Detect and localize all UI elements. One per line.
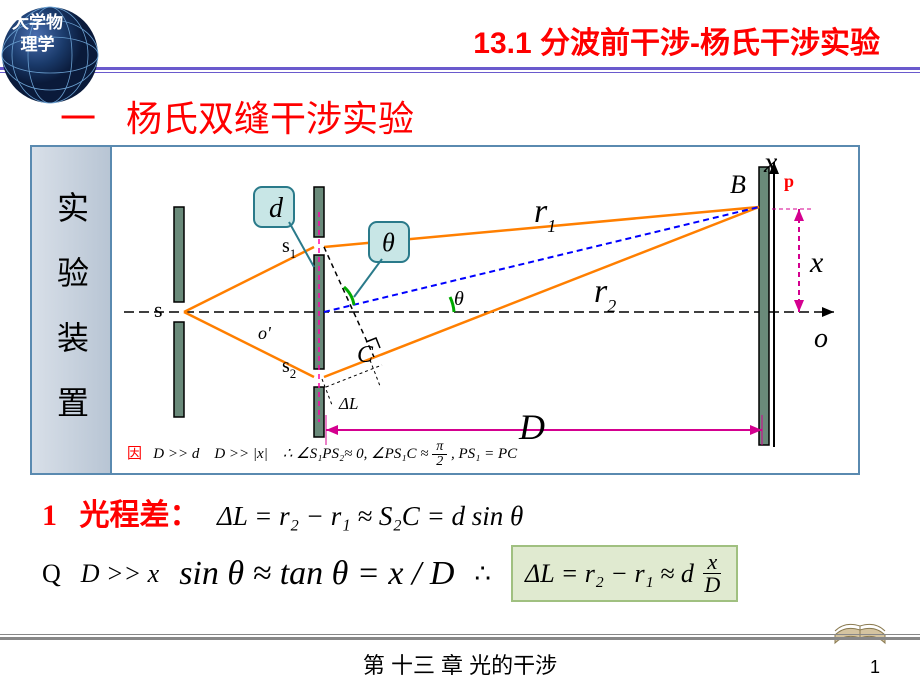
label-theta: θ (382, 228, 395, 257)
cond-c2: D >> (214, 446, 249, 462)
eq2-frac-den: D (700, 574, 724, 596)
cond-c4: , PS₁ = PC (451, 446, 517, 462)
cond-pi: π (432, 440, 447, 455)
cond-c3: ∴ ∠S₁PS₂≈ 0, ∠PS₁C ≈ (283, 446, 429, 462)
equation-2: Q D >> x sin θ ≈ tan θ = x / D ∴ ΔL = r₂… (42, 545, 738, 602)
label-d: d (269, 193, 284, 224)
cond-prefix: 因 (127, 446, 142, 462)
vertical-label-box: 实 验 装 置 (32, 147, 112, 473)
course-l1: 大学物 (12, 12, 63, 34)
experiment-diagram: d θ s s1 s2 o' C r1 r2 θ B x p x o ΔL D (114, 147, 862, 477)
course-label: 大学物 理学 (12, 12, 63, 56)
label-x-axis: x (763, 147, 778, 179)
label-r2: r2 (594, 273, 616, 316)
eq2-mid: sin θ ≈ tan θ = x / D (179, 555, 454, 593)
label-r1: r1 (534, 193, 556, 236)
label-p: p (784, 171, 794, 191)
diagram-container: 实 验 装 置 (30, 145, 860, 475)
label-s2: s2 (282, 355, 296, 381)
label-D: D (518, 407, 545, 447)
label-C: C (357, 342, 374, 368)
eq1-label: 光程差： (80, 499, 200, 532)
label-dL: ΔL (338, 394, 358, 413)
label-o: o (814, 323, 828, 354)
eq2-frac-num: x (703, 551, 721, 574)
heading-text: 杨氏双缝干涉实验 (126, 98, 414, 139)
eq2-box-l: ΔL = r₂ − r₁ ≈ d (525, 559, 694, 589)
label-s: s (154, 297, 163, 322)
slide-title: 13.1 分波前干涉-杨氏干涉实验 (473, 18, 880, 62)
eq1-body: ΔL = r₂ − r₁ ≈ S₂C = d sin θ (217, 501, 523, 531)
label-s1: s1 (282, 235, 296, 261)
page-number: 1 (870, 657, 880, 678)
label-theta-mid: θ (454, 288, 464, 310)
label-oprime: o' (258, 323, 272, 343)
course-l2: 理学 (12, 34, 63, 56)
cond-c1: D >> d (153, 446, 199, 462)
equation-1: 1 光程差： ΔL = r₂ − r₁ ≈ S₂C = d sin θ (42, 490, 523, 534)
slide-footer: 第 十三 章 光的干涉 (0, 637, 920, 680)
vertical-label: 实 验 装 置 (48, 191, 94, 430)
cond-c2b: |x| (253, 446, 268, 462)
section-heading: 一 杨氏双缝干涉实验 (60, 90, 414, 142)
label-B: B (730, 170, 746, 199)
eq2-pre: Q (42, 559, 61, 589)
condition-line: 因 D >> d D >> |x| ∴ ∠S₁PS₂≈ 0, ∠PS₁C ≈ π… (127, 440, 517, 469)
eq2-therefore: ∴ (474, 559, 491, 589)
eq2-left: D >> x (81, 559, 159, 589)
label-x-side: x (809, 246, 824, 279)
cond-two: 2 (432, 455, 447, 469)
eq1-num: 1 (42, 499, 57, 532)
eq2-box: ΔL = r₂ − r₁ ≈ d x D (511, 545, 738, 602)
diagram-svg-area: d θ s s1 s2 o' C r1 r2 θ B x p x o ΔL D (114, 147, 858, 473)
slide-header: 大学物 理学 13.1 分波前干涉-杨氏干涉实验 (0, 0, 920, 70)
